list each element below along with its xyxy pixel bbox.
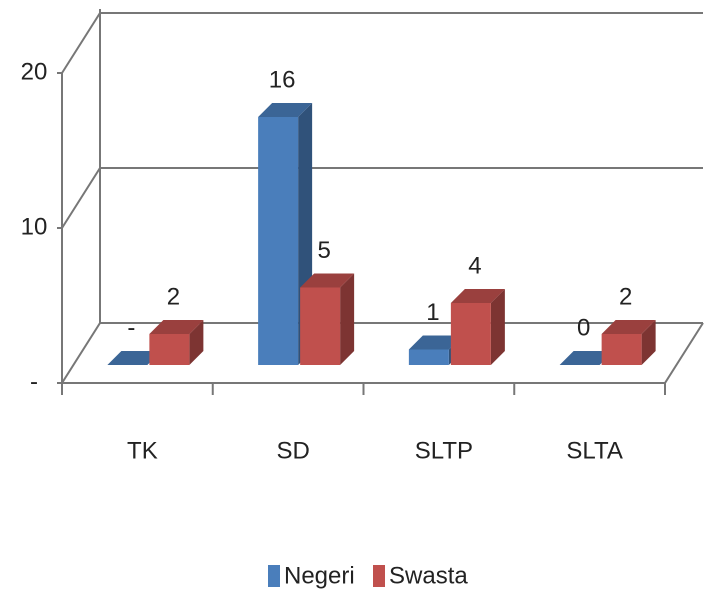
bar	[300, 273, 355, 365]
bar	[408, 335, 463, 365]
y-tick-label: 10	[21, 213, 48, 240]
bar-front	[450, 303, 491, 365]
x-tick-label: SLTA	[566, 437, 622, 464]
grid-line	[61, 12, 703, 74]
bar-top	[450, 289, 505, 303]
legend-label: Negeri	[284, 562, 355, 589]
bar-top	[107, 351, 162, 365]
data-label: 1	[426, 299, 439, 326]
data-label: 16	[269, 66, 296, 93]
data-label: -	[127, 314, 135, 341]
data-label: 4	[468, 252, 481, 279]
bar-front	[300, 287, 341, 365]
legend-swatch	[373, 565, 385, 587]
bar	[149, 320, 204, 365]
bar-side	[490, 289, 505, 365]
bar	[107, 351, 162, 365]
y-tick-label: 20	[21, 58, 48, 85]
bar-top	[258, 103, 313, 117]
grid-line	[61, 167, 703, 229]
x-tick-label: TK	[127, 437, 158, 464]
bar-top	[300, 273, 355, 288]
bar-top	[149, 320, 204, 334]
bar-top	[408, 335, 463, 350]
y-tick-label: -	[30, 368, 38, 395]
bar-top	[559, 351, 614, 365]
x-tick-label: SLTP	[415, 437, 473, 464]
bar-side	[189, 320, 204, 365]
bar-side	[641, 320, 656, 365]
data-label: 5	[317, 237, 330, 264]
bar-front	[601, 334, 642, 365]
data-label: 2	[619, 283, 632, 310]
bar-top	[601, 320, 656, 334]
data-label: 0	[577, 314, 590, 341]
bar	[601, 320, 656, 365]
bar	[559, 351, 614, 365]
bar	[450, 289, 505, 365]
legend-label: Swasta	[389, 562, 468, 589]
bar-front	[258, 117, 299, 365]
x-tick-label: SD	[276, 437, 309, 464]
legend-swatch	[268, 565, 280, 587]
bar-front	[149, 334, 190, 365]
bar-front	[408, 349, 449, 365]
bar-side	[340, 273, 355, 365]
data-label: 2	[167, 283, 180, 310]
